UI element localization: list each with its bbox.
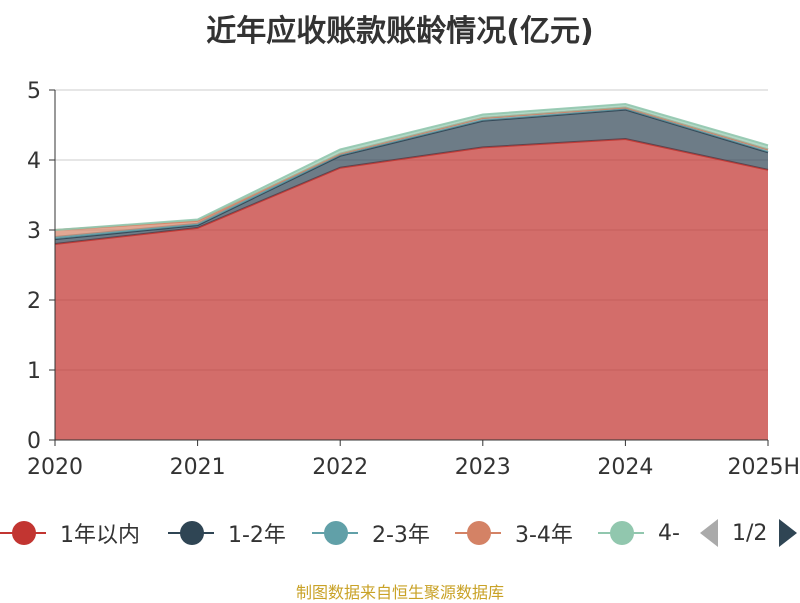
legend-swatch-line [168, 521, 214, 545]
y-tick-label: 3 [27, 219, 41, 244]
x-tick-label: 2022 [312, 455, 368, 480]
y-tick-label: 5 [27, 79, 41, 104]
legend-label: 1-2年 [228, 523, 286, 548]
x-tick-label: 2024 [597, 455, 653, 480]
legend-swatch-dot [180, 521, 204, 545]
legend-label: 1年以内 [60, 523, 140, 548]
legend-swatch-line [598, 521, 644, 545]
area-series-line-5 [54, 102, 769, 231]
legend-pager: 1/2 [700, 516, 798, 550]
legend-label: 3-4年 [515, 523, 573, 548]
x-tick-label: 2020 [27, 455, 83, 480]
legend-item-2[interactable]: 1-2年 [168, 516, 286, 550]
data-source-note: 制图数据来自恒生聚源数据库 [295, 583, 504, 602]
legend-swatch-dot [12, 521, 36, 545]
y-tick-label: 0 [27, 429, 41, 454]
legend-next-arrow-icon[interactable] [779, 519, 798, 547]
legend-swatch-line [0, 521, 46, 545]
legend-label: 4- [658, 520, 680, 546]
area-series-1 [55, 139, 768, 440]
legend-prev-arrow-icon[interactable] [700, 519, 718, 547]
series-areas [54, 102, 769, 440]
chart-title: 近年应收账款账龄情况(亿元) [206, 14, 594, 49]
x-tick-label: 2025H [727, 455, 800, 480]
legend-page-indicator: 1/2 [732, 520, 768, 546]
legend-swatch-dot [610, 521, 634, 545]
legend-swatch-line [312, 521, 358, 545]
legend-item-1[interactable]: 1年以内 [0, 516, 140, 550]
y-tick-label: 4 [27, 149, 41, 174]
legend-item-4[interactable]: 3-4年 [455, 516, 573, 550]
legend-item-5[interactable]: 4- [598, 516, 680, 550]
area-series-2 [55, 109, 768, 244]
y-tick-label: 1 [27, 359, 41, 384]
legend-label: 2-3年 [372, 523, 430, 548]
x-tick-label: 2023 [455, 455, 511, 480]
legend-item-3[interactable]: 2-3年 [312, 516, 430, 550]
legend-swatch-dot [324, 521, 348, 545]
legend-swatch-line [455, 521, 501, 545]
legend: 1年以内 1-2年 2-3年 3-4年 4- [0, 516, 800, 550]
legend-swatch-dot [467, 521, 491, 545]
x-tick-label: 2021 [170, 455, 226, 480]
y-tick-label: 2 [27, 289, 41, 314]
axes: 0 1 2 3 4 5 2020 2021 2022 2023 2024 2025H [27, 79, 800, 480]
